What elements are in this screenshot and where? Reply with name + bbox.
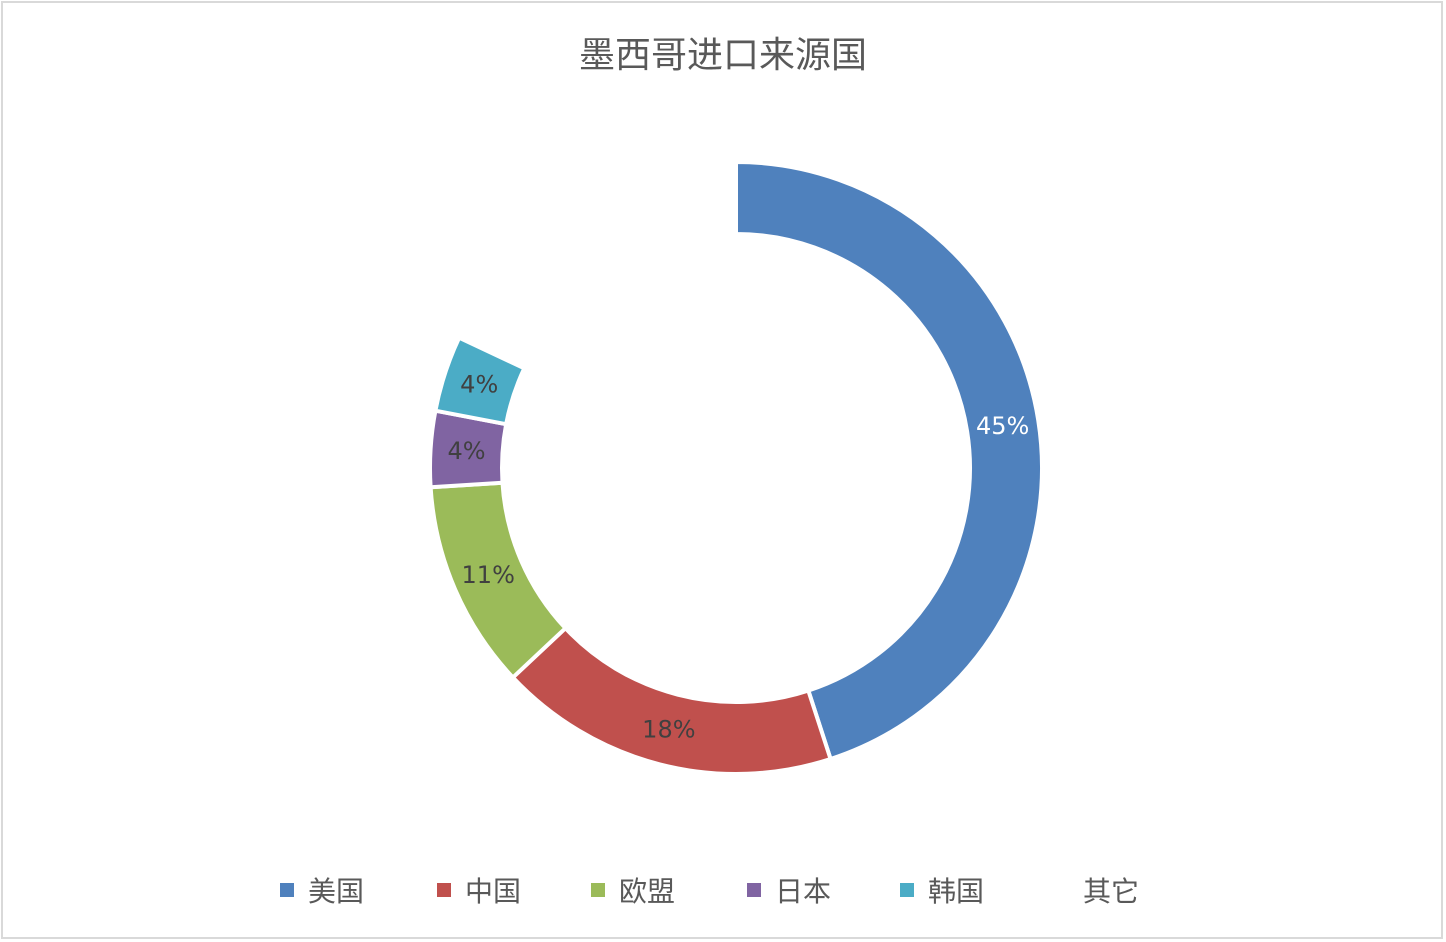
data-label-eu: 11%	[462, 561, 515, 589]
data-label-korea: 4%	[460, 371, 498, 399]
data-label-china: 18%	[642, 716, 695, 744]
donut-slice-china	[510, 625, 834, 776]
legend-swatch	[437, 883, 451, 897]
legend-label: 韩国	[928, 875, 985, 908]
data-label-us: 45%	[976, 412, 1029, 440]
legend-swatch	[280, 883, 294, 897]
donut-slice-korea	[433, 335, 527, 427]
legend-item-korea: 韩国	[900, 868, 984, 912]
legend-item-japan: 日本	[747, 868, 831, 912]
legend-label: 美国	[308, 875, 365, 908]
legend: 美国 中国 欧盟 日本 韩国 其它	[0, 868, 1446, 912]
legend-swatch	[747, 883, 761, 897]
legend-item-eu: 欧盟	[591, 868, 675, 912]
legend-item-us: 美国	[280, 868, 364, 912]
donut-slice-us	[734, 159, 1044, 762]
legend-item-other: 其它	[1055, 868, 1139, 912]
legend-label: 欧盟	[619, 875, 676, 908]
legend-swatch	[591, 883, 605, 897]
legend-swatch	[900, 883, 914, 897]
legend-swatch	[1055, 883, 1069, 897]
chart-title: 墨西哥进口来源国	[578, 35, 867, 76]
legend-label: 日本	[775, 875, 832, 908]
legend-label: 其它	[1083, 875, 1140, 908]
legend-label: 中国	[465, 875, 522, 908]
legend-item-china: 中国	[437, 868, 521, 912]
data-label-japan: 4%	[447, 437, 485, 465]
